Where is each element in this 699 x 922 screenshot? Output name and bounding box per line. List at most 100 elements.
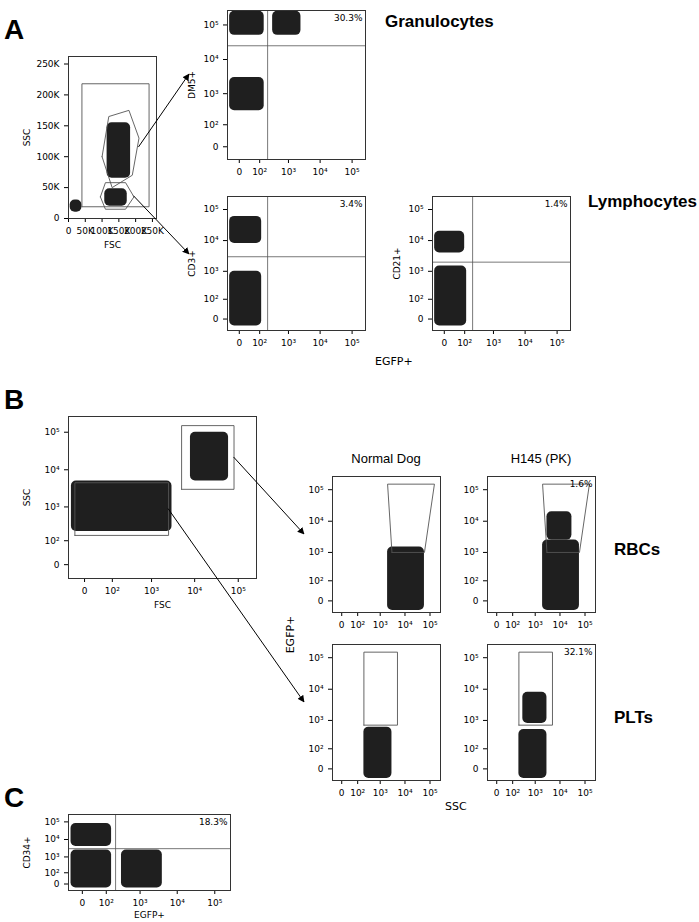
svg-text:10⁵: 10⁵ [550, 338, 565, 348]
svg-text:10³: 10³ [373, 788, 388, 798]
svg-text:0: 0 [318, 764, 324, 774]
svg-text:0: 0 [339, 788, 345, 798]
svg-text:10⁵: 10⁵ [44, 817, 59, 827]
svg-text:FSC: FSC [154, 600, 171, 610]
svg-text:10⁵: 10⁵ [308, 653, 323, 663]
svg-text:0: 0 [213, 142, 219, 152]
svg-text:0: 0 [339, 620, 345, 630]
svg-text:0: 0 [418, 314, 424, 324]
svg-text:3.4%: 3.4% [340, 199, 363, 209]
svg-text:10³: 10³ [373, 620, 388, 630]
svg-text:10³: 10³ [44, 852, 59, 862]
svg-text:0: 0 [494, 788, 500, 798]
svg-text:32.1%: 32.1% [564, 647, 593, 657]
svg-text:10⁴: 10⁴ [203, 54, 218, 64]
svg-text:10⁵: 10⁵ [463, 485, 478, 495]
svg-text:18.3%: 18.3% [199, 817, 228, 827]
svg-text:10³: 10³ [44, 502, 59, 512]
svg-text:0: 0 [494, 620, 500, 630]
svg-text:10²: 10² [203, 120, 218, 130]
svg-text:0: 0 [213, 314, 219, 324]
svg-text:SSC: SSC [22, 489, 32, 507]
svg-text:10⁴: 10⁴ [170, 898, 185, 908]
svg-text:10⁵: 10⁵ [577, 620, 592, 630]
svg-text:10²: 10² [252, 338, 267, 348]
svg-text:10³: 10³ [133, 898, 148, 908]
svg-text:1.6%: 1.6% [570, 479, 593, 489]
svg-text:250K: 250K [141, 226, 165, 236]
svg-text:10³: 10³ [281, 167, 296, 177]
svg-text:10⁴: 10⁴ [397, 620, 412, 630]
svg-text:10³: 10³ [144, 586, 159, 596]
svg-text:10²: 10² [505, 620, 520, 630]
svg-text:10²: 10² [457, 338, 472, 348]
svg-text:10²: 10² [99, 898, 114, 908]
svg-text:10⁴: 10⁴ [408, 235, 423, 245]
svg-text:150K: 150K [36, 121, 60, 131]
svg-text:10³: 10³ [463, 715, 478, 725]
svg-text:10⁵: 10⁵ [44, 427, 59, 437]
svg-text:CD34+: CD34+ [22, 836, 32, 868]
svg-text:10³: 10³ [281, 338, 296, 348]
svg-text:10⁴: 10⁴ [313, 167, 328, 177]
svg-text:10⁵: 10⁵ [577, 788, 592, 798]
svg-text:10²: 10² [105, 586, 120, 596]
svg-text:10³: 10³ [203, 89, 218, 99]
svg-text:10²: 10² [350, 620, 365, 630]
svg-text:10⁴: 10⁴ [518, 338, 533, 348]
svg-text:10²: 10² [505, 788, 520, 798]
svg-text:200K: 200K [36, 90, 60, 100]
svg-text:10²: 10² [350, 788, 365, 798]
svg-text:0: 0 [54, 560, 60, 570]
svg-text:0: 0 [66, 226, 72, 236]
svg-text:10²: 10² [252, 167, 267, 177]
svg-text:DM5+: DM5+ [187, 71, 197, 99]
svg-text:50K: 50K [42, 182, 60, 192]
svg-text:10²: 10² [308, 744, 323, 754]
svg-text:10⁴: 10⁴ [44, 834, 59, 844]
svg-text:10³: 10³ [486, 338, 501, 348]
svg-text:10⁵: 10⁵ [463, 653, 478, 663]
svg-text:10⁵: 10⁵ [422, 620, 437, 630]
svg-text:10⁴: 10⁴ [44, 465, 59, 475]
svg-text:CD3+: CD3+ [187, 250, 197, 276]
svg-text:10³: 10³ [308, 547, 323, 557]
svg-text:10⁵: 10⁵ [345, 338, 360, 348]
svg-text:1.4%: 1.4% [545, 199, 568, 209]
svg-text:0: 0 [54, 879, 60, 889]
svg-text:0: 0 [79, 898, 85, 908]
svg-text:0: 0 [236, 167, 242, 177]
svg-text:10⁵: 10⁵ [345, 167, 360, 177]
svg-text:10⁴: 10⁴ [552, 620, 567, 630]
svg-text:10⁴: 10⁴ [463, 684, 478, 694]
svg-text:10⁴: 10⁴ [308, 516, 323, 526]
svg-text:10⁴: 10⁴ [397, 788, 412, 798]
svg-text:10²: 10² [463, 576, 478, 586]
svg-text:SSC: SSC [22, 129, 32, 147]
svg-text:0: 0 [318, 596, 324, 606]
svg-text:10³: 10³ [528, 620, 543, 630]
svg-text:10⁴: 10⁴ [203, 235, 218, 245]
svg-text:10²: 10² [408, 294, 423, 304]
svg-text:10²: 10² [44, 868, 59, 878]
svg-text:100K: 100K [36, 152, 60, 162]
svg-text:250K: 250K [36, 59, 60, 69]
svg-text:10⁵: 10⁵ [203, 20, 218, 30]
svg-text:10²: 10² [203, 294, 218, 304]
svg-text:CD21+: CD21+ [392, 247, 402, 279]
svg-text:10⁴: 10⁴ [187, 586, 202, 596]
svg-text:0: 0 [473, 596, 479, 606]
svg-text:10⁵: 10⁵ [203, 204, 218, 214]
svg-text:10⁵: 10⁵ [422, 788, 437, 798]
svg-text:10⁴: 10⁴ [463, 516, 478, 526]
svg-text:0: 0 [441, 338, 447, 348]
svg-text:10³: 10³ [528, 788, 543, 798]
svg-text:10³: 10³ [308, 715, 323, 725]
svg-text:30.3%: 30.3% [334, 13, 363, 23]
svg-text:10⁵: 10⁵ [408, 204, 423, 214]
svg-text:10⁴: 10⁴ [308, 684, 323, 694]
svg-text:10⁵: 10⁵ [308, 485, 323, 495]
svg-text:10⁴: 10⁴ [313, 338, 328, 348]
svg-text:10²: 10² [463, 744, 478, 754]
svg-text:0: 0 [82, 586, 88, 596]
